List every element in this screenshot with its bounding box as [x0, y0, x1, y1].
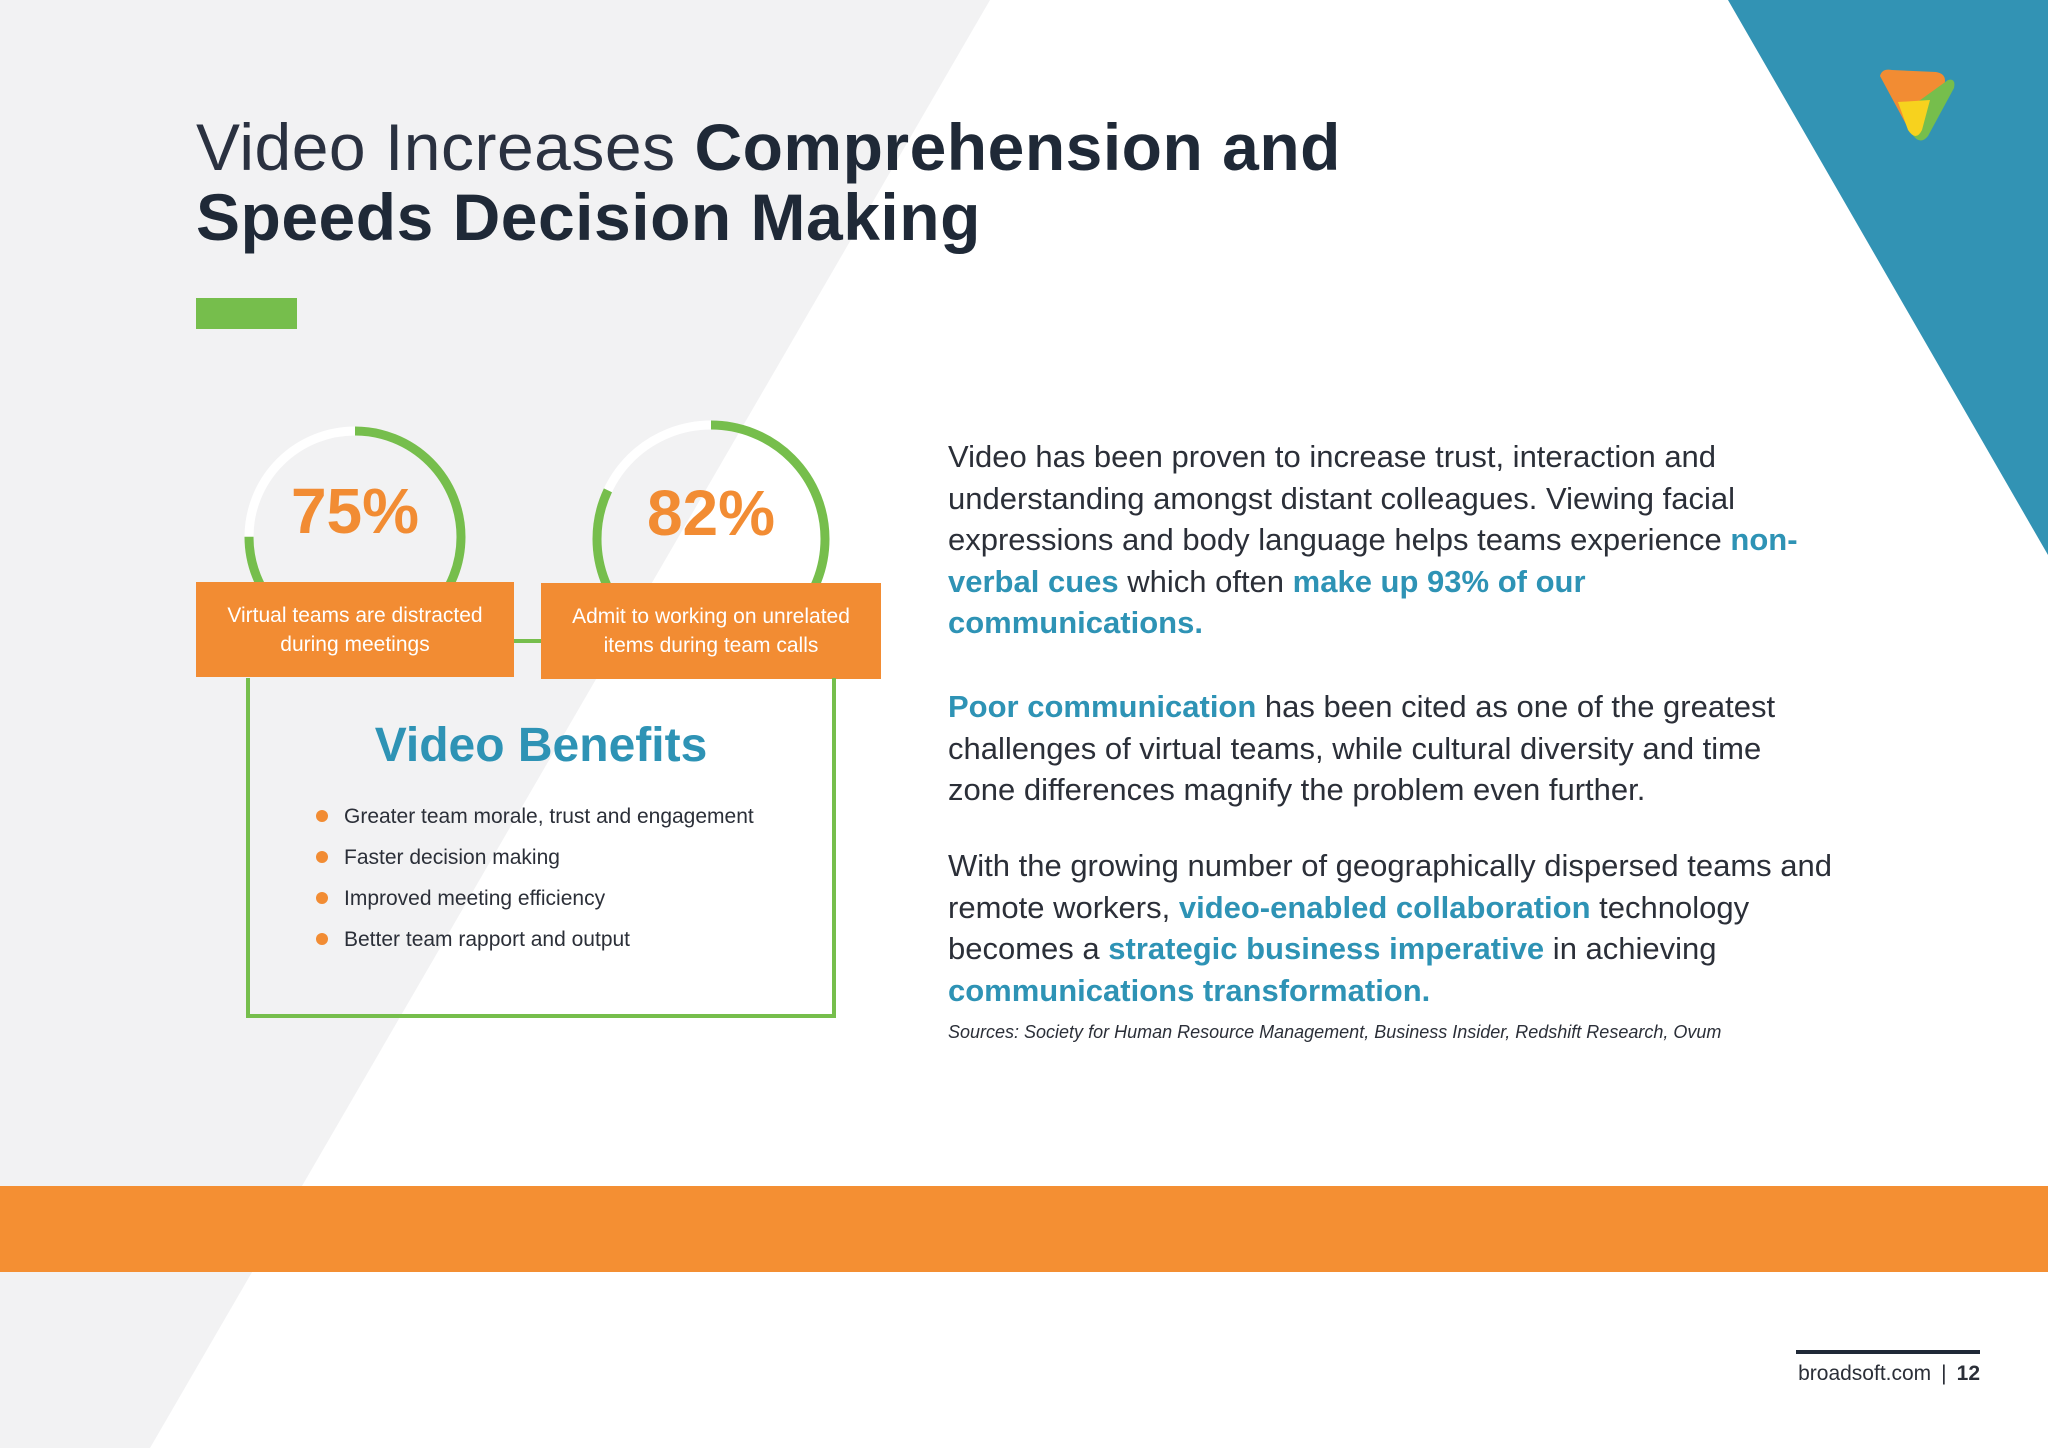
footer-site-link[interactable]: broadsoft.com: [1798, 1362, 1932, 1385]
bullet-dot-icon: [316, 933, 328, 945]
bullet-dot-icon: [316, 851, 328, 863]
list-item: Faster decision making: [316, 837, 754, 878]
title-bold-line1: Comprehension and: [694, 110, 1341, 184]
stat-label-line2: during meetings: [280, 632, 430, 656]
stat-label-line1: Virtual teams are distracted: [227, 603, 483, 627]
benefit-text: Better team rapport and output: [344, 928, 631, 951]
paragraph-1: Video has been proven to increase trust,…: [948, 436, 1828, 644]
orange-footer-band: [0, 1186, 2048, 1272]
stat-label-line2: items during team calls: [603, 634, 819, 657]
paragraph-3: With the growing number of geographicall…: [948, 845, 1848, 1011]
p1-highlight-2: make up 93% of our communications.: [948, 563, 1586, 641]
benefits-title: Video Benefits: [374, 719, 708, 772]
list-item: Improved meeting efficiency: [316, 878, 754, 919]
p3-highlight-1: video-enabled collaboration: [1178, 889, 1591, 925]
p1-text: Video has been proven to increase trust,…: [948, 439, 1735, 557]
p3-text-3: in achieving: [1544, 931, 1717, 966]
footer-separator: |: [1941, 1362, 1947, 1385]
stat-label-box: Admit to working on unrelated items duri…: [541, 583, 881, 679]
sources-note: Sources: Society for Human Resource Mana…: [948, 1022, 1722, 1042]
p3-highlight-3: communications transformation.: [948, 972, 1431, 1008]
stat-value: 82%: [646, 477, 776, 549]
title-accent-bar: [196, 298, 297, 329]
page-number: 12: [1956, 1362, 1980, 1385]
list-item: Greater team morale, trust and engagemen…: [316, 796, 754, 837]
video-benefits-panel: Video Benefits Greater team morale, trus…: [246, 678, 836, 1018]
benefit-text: Greater team morale, trust and engagemen…: [344, 805, 754, 828]
title-light-part: Video Increases: [196, 110, 695, 184]
bullet-dot-icon: [316, 892, 328, 904]
page-footer: broadsoft.com | 12: [1798, 1362, 1980, 1386]
p1-text-2: which often: [1118, 563, 1293, 599]
p2-text: has been cited as one of the greatest ch…: [948, 689, 1776, 807]
bullet-dot-icon: [316, 810, 328, 822]
p1-highlight-1: non-verbal cues: [948, 522, 1798, 599]
page-title: Video Increases Comprehension and Speeds…: [196, 112, 1341, 252]
footer-rule: [1796, 1350, 1980, 1354]
title-bold-line2: Speeds Decision Making: [196, 180, 981, 254]
benefits-list: Greater team morale, trust and engagemen…: [316, 796, 754, 960]
paragraph-2: Poor communication has been cited as one…: [948, 686, 1818, 811]
p2-highlight-1: Poor communication: [948, 689, 1257, 724]
box-connector: [512, 639, 542, 643]
p3-highlight-2: strategic business imperative: [1108, 931, 1545, 966]
list-item: Better team rapport and output: [316, 919, 754, 960]
p3-text: With the growing number of geographicall…: [948, 848, 1832, 925]
stat-label-box: Virtual teams are distracted during meet…: [196, 582, 514, 677]
stat-label-line1: Admit to working on unrelated: [572, 605, 850, 628]
p3-text-2: technology becomes a: [948, 889, 1750, 967]
benefit-text: Faster decision making: [344, 846, 560, 869]
benefit-text: Improved meeting efficiency: [344, 887, 606, 910]
stat-value: 75%: [290, 475, 420, 547]
broadsoft-logo-icon: [1880, 69, 1955, 141]
